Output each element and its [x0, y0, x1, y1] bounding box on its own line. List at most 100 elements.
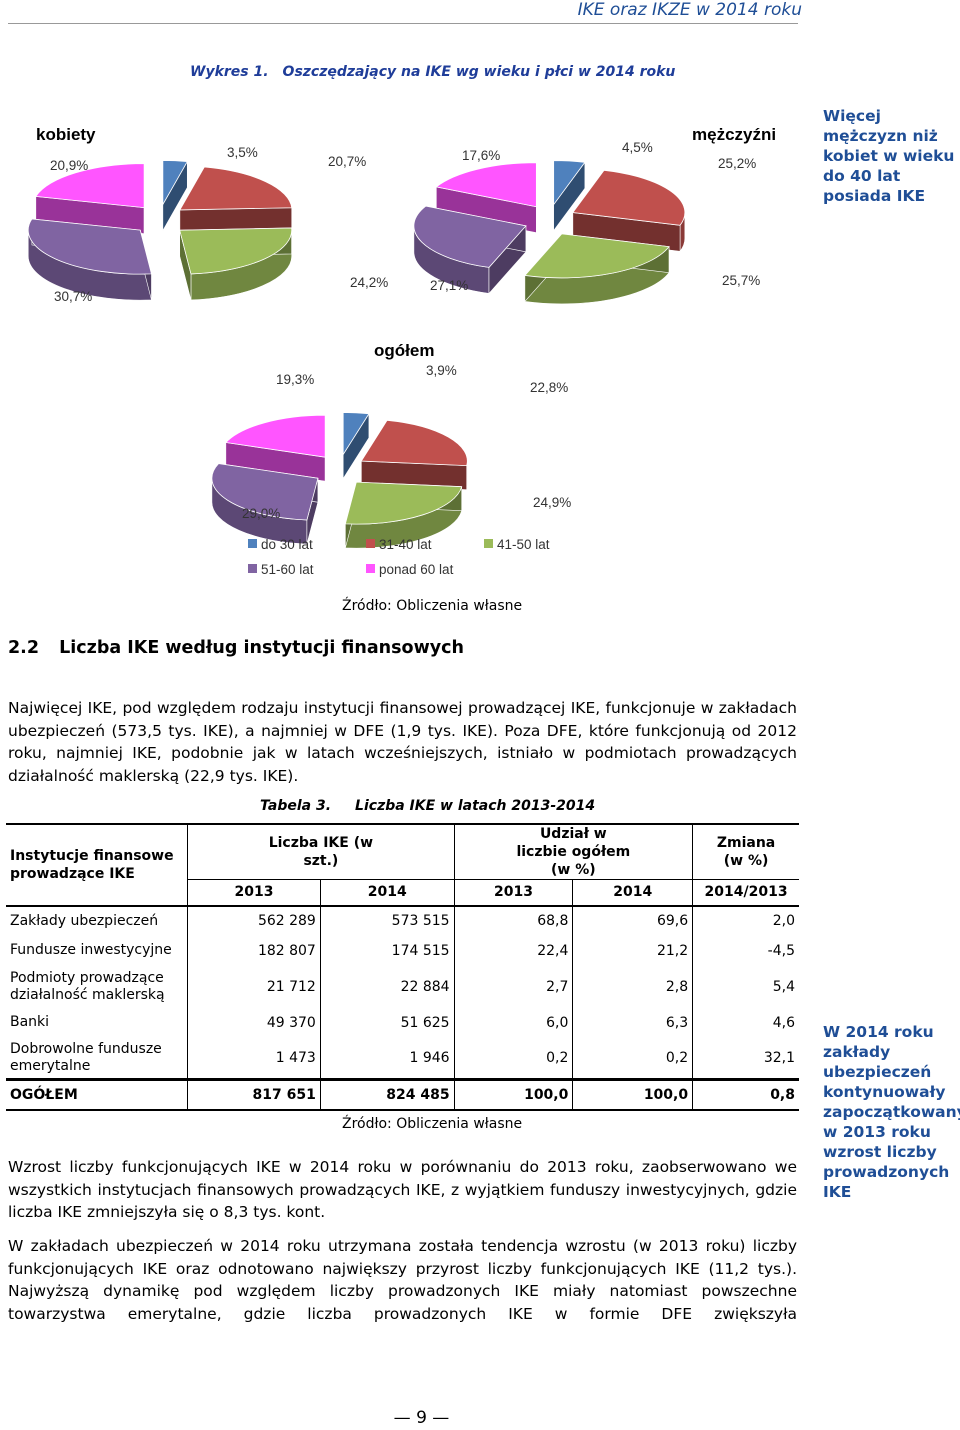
total-count-2014: 824 485 — [319, 1079, 455, 1110]
pie-data-label: 27,1% — [430, 278, 468, 293]
pie-slice — [162, 160, 188, 232]
head-institutions: Instytucje finansowe prowadzące IKE — [10, 847, 174, 882]
table-title: Liczba IKE w latach 2013-2014 — [355, 798, 596, 814]
pie-0 — [27, 160, 293, 301]
head-2013-count: 2013 — [187, 879, 321, 906]
total-count-2013: 817 651 — [187, 1079, 321, 1110]
pie-2 — [211, 412, 468, 549]
table-row: Podmioty prowadzące działalność maklersk… — [6, 965, 799, 1008]
row-count-2013: 182 807 — [187, 935, 321, 966]
row-share-2013: 22,4 — [453, 935, 573, 966]
page-number-value: 9 — [416, 1408, 427, 1428]
pie-data-label: 17,6% — [462, 148, 500, 163]
row-change: 5,4 — [692, 965, 799, 1008]
row-count-2014: 174 515 — [319, 935, 455, 966]
pie-data-label: 20,7% — [328, 154, 366, 169]
row-share-2014: 2,8 — [572, 965, 693, 1008]
paragraph-1: Najwięcej IKE, pod względem rodzaju inst… — [8, 699, 797, 785]
legend-label: ponad 60 lat — [379, 562, 454, 577]
legend-label: 41-50 lat — [497, 537, 550, 552]
figure-title: Oszczędzający na IKE wg wieku i płci w 2… — [282, 64, 676, 80]
pie-data-label: 4,5% — [622, 140, 653, 155]
pie-data-label: 25,7% — [722, 273, 760, 288]
row-count-2014: 51 625 — [319, 1007, 455, 1038]
table-row: Banki 49 370 51 625 6,0 6,3 4,6 — [6, 1007, 799, 1038]
legend-item: 51-60 lat — [248, 562, 314, 577]
legend-swatch — [248, 564, 257, 573]
row-count-2013: 562 289 — [187, 905, 321, 936]
total-share-2014: 100,0 — [572, 1079, 693, 1110]
head-change: Zmiana (w %) — [692, 824, 799, 880]
page-number: — 9 — — [393, 1408, 450, 1428]
head-share: Udział w liczbie ogółem (w %) — [453, 824, 693, 880]
pie-slice — [179, 165, 293, 238]
pie-charts: kobiety 3,5% 20,7% 24,2% 30,7% 20,9% mężczyźni… — [27, 125, 776, 577]
legend-label: 31-40 lat — [379, 537, 432, 552]
total-change: 0,8 — [692, 1079, 799, 1110]
row-share-2013: 68,8 — [453, 905, 573, 936]
pie-1 — [413, 160, 686, 305]
legend-swatch — [248, 539, 257, 548]
figure-label: Wykres 1. — [190, 64, 269, 80]
row-count-2013: 21 712 — [187, 965, 321, 1008]
row-change: 4,6 — [692, 1007, 799, 1038]
pie-slice — [524, 233, 670, 305]
row-count-2013: 49 370 — [187, 1007, 321, 1038]
row-institution: Fundusze inwestycyjne — [10, 942, 172, 958]
head-change-years: 2014/2013 — [692, 879, 799, 906]
head-count: Liczba IKE (w szt.) — [187, 824, 455, 880]
ike-table: Instytucje finansowe prowadzące IKE Licz… — [6, 823, 799, 1111]
pie-data-label: 20,9% — [50, 158, 88, 173]
pie-slice — [211, 463, 319, 545]
row-change: 32,1 — [692, 1037, 799, 1080]
head-2014-count: 2014 — [319, 879, 455, 906]
paragraph-2: Wzrost liczby funkcjonujących IKE w 2014… — [8, 1158, 797, 1221]
total-label: OGÓŁEM — [10, 1086, 78, 1103]
legend-item: do 30 lat — [248, 537, 313, 552]
row-share-2014: 69,6 — [572, 905, 693, 936]
pie-data-label: 19,3% — [276, 372, 314, 387]
pie-data-label: 25,2% — [718, 156, 756, 171]
row-share-2013: 6,0 — [453, 1007, 573, 1038]
pie-data-label: 29,0% — [242, 506, 280, 521]
pie-title: kobiety — [36, 125, 96, 144]
row-share-2013: 2,7 — [453, 965, 573, 1008]
pie-slice — [413, 205, 527, 295]
legend-item: ponad 60 lat — [366, 562, 454, 577]
table-row: Zakłady ubezpieczeń 562 289 573 515 68,8 69,… — [6, 905, 799, 936]
legend-label: do 30 lat — [261, 537, 313, 552]
pie-slice — [553, 160, 586, 232]
table-row: Dobrowolne fundusze emerytalne 1 473 1 946… — [6, 1037, 799, 1080]
section-title: Liczba IKE według instytucji finansowych — [59, 638, 464, 658]
pie-data-label: 22,8% — [530, 380, 568, 395]
row-institution: Podmioty prowadzące działalność maklersk… — [10, 969, 165, 1003]
legend-item: 31-40 lat — [366, 537, 432, 552]
row-count-2014: 22 884 — [319, 965, 455, 1008]
figure-source: Źródło: Obliczenia własne — [342, 598, 523, 614]
table-source: Źródło: Obliczenia własne — [342, 1116, 523, 1132]
legend-swatch — [484, 539, 493, 548]
pie-data-label: 3,5% — [227, 145, 258, 160]
row-count-2014: 1 946 — [319, 1037, 455, 1080]
row-share-2014: 21,2 — [572, 935, 693, 966]
page-header-title: IKE oraz IKZE w 2014 roku — [577, 0, 802, 20]
section-heading: 2.2 Liczba IKE według instytucji finanso… — [8, 638, 464, 658]
row-count-2013: 1 473 — [187, 1037, 321, 1080]
pie-slice — [342, 412, 370, 480]
sidenote-insurers: W 2014 roku zakłady ubezpieczeń kontynuo… — [823, 1023, 960, 1201]
pie-data-label: 3,9% — [426, 363, 457, 378]
pie-data-label: 24,2% — [350, 275, 388, 290]
pie-title: ogółem — [374, 341, 434, 360]
legend-label: 51-60 lat — [261, 562, 314, 577]
legend-swatch — [366, 564, 375, 573]
section-number: 2.2 — [8, 638, 40, 658]
total-share-2013: 100,0 — [453, 1079, 573, 1110]
paragraph-3: W zakładach ubezpieczeń w 2014 roku utrz… — [8, 1237, 797, 1323]
pie-slice — [27, 218, 152, 301]
row-share-2014: 0,2 — [572, 1037, 693, 1080]
pie-slice — [344, 481, 463, 549]
pie-slice — [179, 227, 293, 301]
table-row: Fundusze inwestycyjne 182 807 174 515 22,4 2… — [6, 935, 799, 966]
row-institution: Dobrowolne fundusze emerytalne — [10, 1040, 162, 1074]
header-divider — [8, 23, 798, 24]
